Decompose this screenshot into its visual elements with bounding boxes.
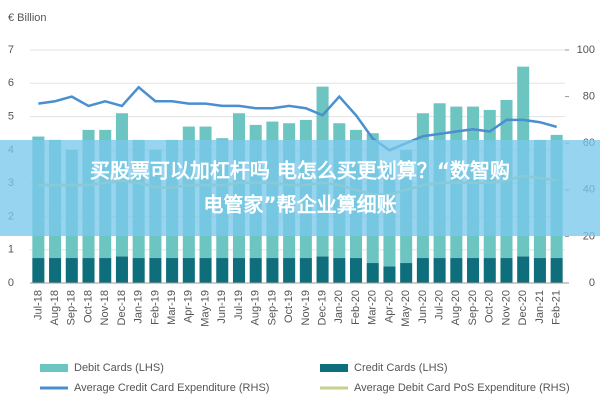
bar (400, 263, 413, 283)
x-tick-label: Jul-18 (32, 290, 44, 320)
y-tick-label: 6 (8, 77, 14, 89)
bar (115, 256, 128, 283)
x-tick-label: Aug-20 (450, 290, 462, 325)
bar (49, 258, 62, 283)
bar (216, 258, 229, 283)
x-tick-label: Jul-19 (233, 290, 245, 320)
y-tick-label: 5 (8, 110, 14, 122)
bar (283, 258, 296, 283)
bar (32, 258, 45, 283)
x-tick-label: Feb-21 (551, 290, 563, 325)
x-tick-label: Nov-18 (99, 290, 111, 325)
bar (182, 258, 195, 283)
x-tick-label: Feb-19 (149, 290, 161, 325)
bar (467, 258, 480, 283)
x-tick-label: Jan-21 (534, 290, 546, 324)
x-tick-label: Jan-19 (133, 290, 145, 324)
bar (517, 256, 530, 283)
x-tick-label: Feb-20 (350, 290, 362, 325)
bar (65, 258, 78, 283)
x-tick-label: Apr-20 (383, 290, 395, 323)
bar (99, 258, 112, 283)
bar (349, 258, 363, 283)
x-tick-label: Sep-18 (66, 290, 78, 325)
bar (333, 258, 346, 283)
bar (166, 258, 179, 283)
bar (433, 258, 446, 283)
bar (550, 258, 563, 283)
bar (366, 263, 379, 283)
y-tick-label: 7 (8, 44, 14, 56)
legend-swatch (40, 364, 68, 372)
x-tick-label: Jun-20 (417, 290, 429, 324)
bar (249, 258, 262, 283)
x-tick-label: Oct-19 (283, 290, 295, 323)
y-tick-label: 0 (8, 277, 14, 289)
x-tick-label: Dec-18 (116, 290, 128, 325)
x-tick-label: Jun-19 (216, 290, 228, 324)
banner-background (0, 140, 600, 236)
bar (383, 266, 396, 283)
bar (450, 258, 463, 283)
x-tick-label: Jul-20 (434, 290, 446, 320)
x-tick-label: Sep-19 (266, 290, 278, 325)
x-tick-label: Mar-19 (166, 290, 178, 325)
bar (316, 256, 329, 283)
banner-text: 买股票可以加杠杆吗 电怎么买更划算？“数智购 (90, 159, 510, 183)
x-tick-label: Sep-20 (467, 290, 479, 325)
bar (82, 258, 95, 283)
x-tick-label: Jan-20 (333, 290, 345, 324)
x-tick-label: Dec-19 (316, 290, 328, 325)
legend-label: Debit Cards (LHS) (74, 362, 164, 374)
y-axis-label: € Billion (8, 12, 47, 24)
line (38, 85, 557, 152)
x-tick-label: Dec-20 (517, 290, 529, 325)
x-tick-label: Apr-19 (183, 290, 195, 323)
bar (266, 258, 279, 283)
bar (483, 258, 496, 283)
x-tick-label: Oct-20 (484, 290, 496, 323)
x-tick-label: Nov-19 (300, 290, 312, 325)
bar (533, 258, 546, 283)
legend-swatch (320, 364, 348, 372)
bar (299, 258, 312, 283)
bar (232, 258, 246, 283)
bar (132, 258, 145, 283)
x-tick-label: Oct-18 (82, 290, 94, 323)
y2-tick-label: 0 (589, 277, 595, 289)
y-tick-label: 1 (8, 244, 14, 256)
x-tick-label: May-19 (199, 290, 211, 327)
x-tick-label: Aug-19 (250, 290, 262, 325)
legend-label: Credit Cards (LHS) (354, 362, 448, 374)
x-tick-label: May-20 (400, 290, 412, 327)
y2-tick-label: 80 (583, 91, 595, 103)
banner-text: 电管家”帮企业算细账 (203, 193, 396, 217)
bar (500, 258, 513, 283)
bar (149, 258, 162, 283)
x-tick-label: Aug-18 (49, 290, 61, 325)
x-tick-label: Mar-20 (367, 290, 379, 325)
legend-label: Average Debit Card PoS Expenditure (RHS) (354, 382, 570, 394)
bar (199, 258, 212, 283)
x-tick-label: Nov-20 (500, 290, 512, 325)
bar (416, 258, 429, 283)
y2-tick-label: 100 (577, 44, 595, 56)
legend-label: Average Credit Card Expenditure (RHS) (74, 382, 269, 394)
